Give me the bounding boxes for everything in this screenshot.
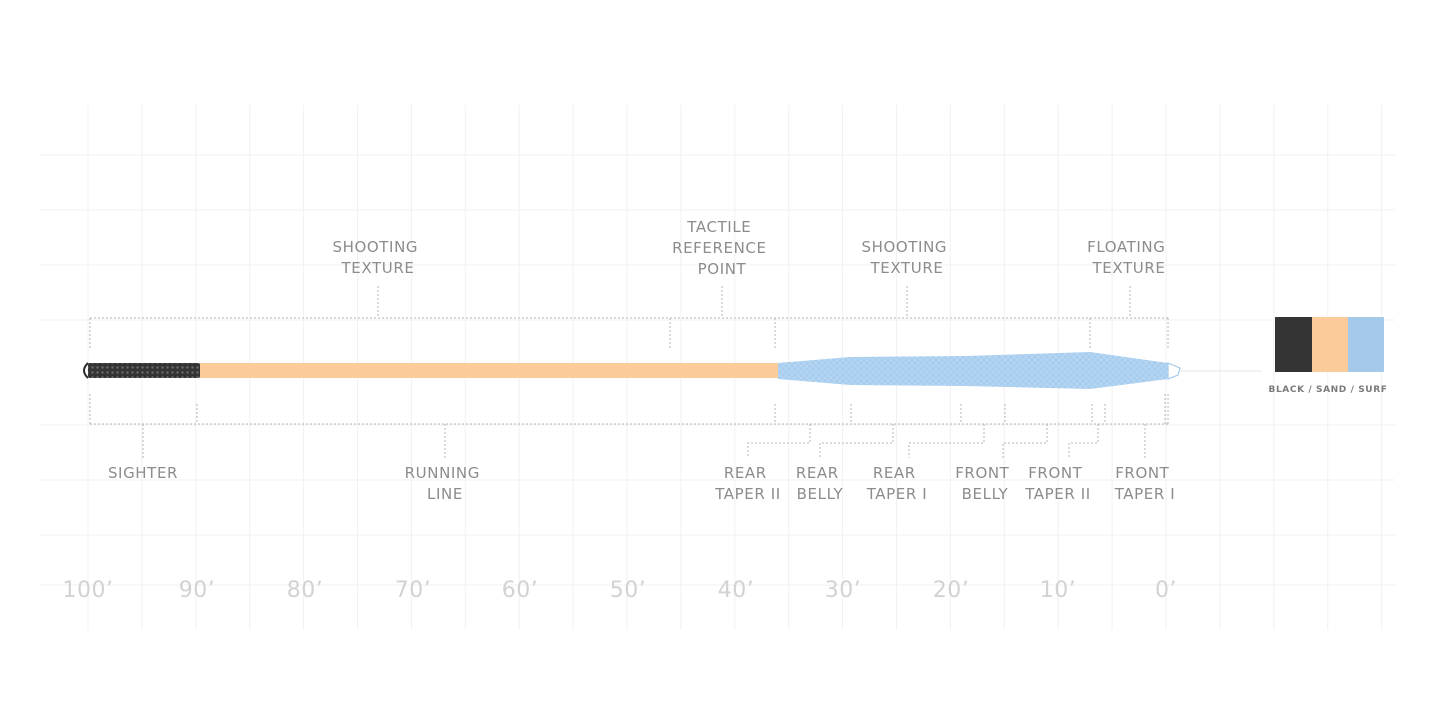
ruler-label-20: 20’: [933, 578, 970, 603]
ruler-label-100: 100’: [63, 578, 114, 603]
ruler-label-30: 30’: [825, 578, 862, 603]
label-front-taper-2: FRONT TAPER II: [1024, 464, 1091, 503]
ruler-label-10: 10’: [1040, 578, 1077, 603]
ruler-label-60: 60’: [502, 578, 539, 603]
label-floating-texture: FLOATING TEXTURE: [1087, 238, 1171, 277]
label-shooting-texture-rear: SHOOTING TEXTURE: [332, 238, 423, 277]
ruler-label-70: 70’: [395, 578, 432, 603]
label-rear-taper-2: REAR TAPER II: [714, 464, 781, 503]
label-sighter: SIGHTER: [108, 464, 178, 482]
swatch-label: BLACK / SAND / SURF: [1269, 385, 1388, 395]
label-front-belly: FRONT BELLY: [955, 464, 1015, 503]
ruler-label-0: 0’: [1155, 578, 1177, 603]
label-shooting-texture-front: SHOOTING TEXTURE: [861, 238, 952, 277]
rear-loop: [84, 363, 88, 378]
running-line-section: [196, 363, 780, 378]
swatch-surf: [1348, 317, 1384, 372]
swatch-black: [1275, 317, 1312, 372]
sighter-section: [88, 363, 200, 378]
distance-ruler: 100’ 90’ 80’ 70’ 60’ 50’ 40’ 30’ 20’ 10’…: [63, 578, 1177, 603]
fly-line-taper-diagram: SHOOTING TEXTURE TACTILE REFERENCE POINT…: [0, 0, 1454, 706]
label-tactile-reference-point: TACTILE REFERENCE POINT: [672, 218, 772, 278]
ruler-label-50: 50’: [610, 578, 647, 603]
ruler-label-90: 90’: [179, 578, 216, 603]
label-running-line: RUNNING LINE: [405, 464, 486, 503]
swatch-sand: [1312, 317, 1348, 372]
label-rear-belly: REAR BELLY: [796, 464, 844, 503]
fly-line: [84, 352, 1262, 389]
head-section: [778, 352, 1168, 389]
front-loop: [1168, 363, 1180, 379]
ruler-label-40: 40’: [718, 578, 755, 603]
ruler-label-80: 80’: [287, 578, 324, 603]
